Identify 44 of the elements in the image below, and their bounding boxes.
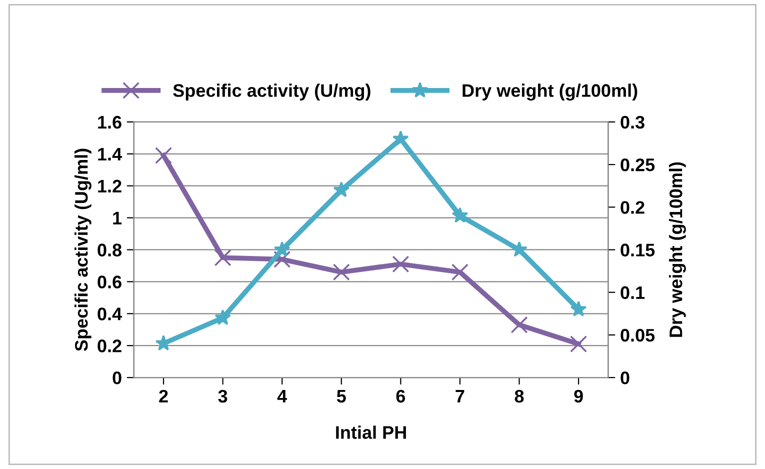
y2-tick-label: 0.05 (620, 328, 655, 342)
x-tick-label: 9 (574, 390, 583, 403)
point (510, 316, 528, 334)
y-tick-label: 1.6 (98, 116, 122, 129)
y-tick-label: 1.4 (98, 148, 122, 160)
y-tick-label: 0.2 (98, 340, 122, 352)
point (332, 264, 350, 281)
y2-tick-label: 0.15 (620, 244, 655, 256)
y-tick-label: 1 (113, 212, 122, 224)
legend-label: Dry weight (g/100ml) (462, 84, 638, 101)
point (274, 250, 291, 268)
x-tick-label: 3 (218, 390, 228, 403)
y2-tick-label: 0.3 (620, 116, 644, 129)
y2-tick-label: 0 (620, 371, 630, 384)
y2-tick-label: 0.1 (620, 286, 645, 300)
point (451, 264, 468, 281)
y2-tick-label: 0.25 (620, 158, 655, 172)
y-tick-label: 0.8 (98, 244, 122, 256)
point (154, 146, 172, 164)
legend-label: Specific activity (U/mg) (173, 84, 370, 101)
point (274, 241, 290, 257)
point (214, 309, 231, 325)
y-tick-label: 0.4 (98, 308, 122, 320)
point (333, 182, 350, 198)
point (570, 335, 588, 353)
y-axis-title: Specific activity (Ug/ml) (74, 148, 92, 352)
y-tick-label: 1.2 (98, 180, 122, 192)
x-tick-label: 4 (277, 390, 288, 402)
y-tick-label: 0 (112, 371, 122, 384)
x-tick-label: 6 (396, 390, 406, 403)
x-tick-label: 2 (159, 390, 168, 402)
point (392, 130, 409, 146)
y-tick-label: 0.6 (98, 276, 122, 288)
x-tick-label: 7 (456, 390, 464, 402)
x-tick-label: 5 (336, 390, 346, 403)
x-tick-label: 8 (514, 390, 524, 403)
point (452, 207, 468, 223)
y2-tick-label: 0.2 (620, 201, 644, 214)
point (214, 249, 232, 266)
point (392, 256, 410, 273)
point (511, 241, 528, 257)
y2-axis-title: Dry weight (g/100ml) (669, 162, 686, 337)
x-axis-title: Intial PH (336, 426, 406, 439)
point (570, 300, 587, 316)
